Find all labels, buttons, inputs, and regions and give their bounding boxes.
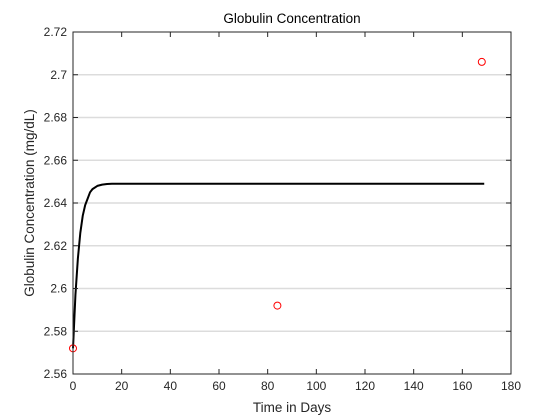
x-tick-label: 100	[306, 379, 326, 393]
y-tick-label: 2.66	[44, 153, 68, 167]
y-tick-label: 2.58	[44, 324, 68, 338]
y-tick-label: 2.6	[50, 282, 67, 296]
y-axis-label: Globulin Concentration (mg/dL)	[22, 109, 37, 297]
y-tick-label: 2.56	[44, 367, 68, 381]
x-tick-label: 120	[355, 379, 375, 393]
x-tick-label: 0	[70, 379, 77, 393]
series-layer	[69, 57, 486, 353]
x-tick-label: 20	[115, 379, 129, 393]
x-tick-label: 60	[212, 379, 226, 393]
model-curve-line	[72, 182, 485, 349]
y-tick-label: 2.68	[44, 111, 68, 125]
chart-title: Globulin Concentration	[223, 11, 360, 26]
x-tick-label: 40	[164, 379, 178, 393]
y-tick-label: 2.64	[44, 196, 68, 210]
ticks: 2.56 2.58 2.6 2.62 2.64 2.66 2.68 2.7 2.72 0 20 40 6…	[44, 25, 522, 393]
y-tick-label: 2.72	[44, 25, 68, 39]
grid-lines	[73, 74, 511, 332]
x-tick-label: 180	[501, 379, 521, 393]
x-tick-label: 80	[261, 379, 275, 393]
data-point	[273, 301, 282, 310]
y-tick-label: 2.7	[50, 68, 67, 82]
x-tick-label: 140	[404, 379, 424, 393]
data-point	[477, 57, 486, 66]
y-tick-label: 2.62	[44, 239, 68, 253]
x-axis-label: Time in Days	[253, 400, 332, 415]
x-tick-label: 160	[452, 379, 472, 393]
